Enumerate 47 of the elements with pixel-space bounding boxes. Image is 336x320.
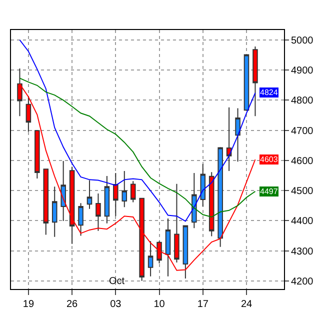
data-label: 4824 <box>260 88 278 97</box>
candlestick <box>252 46 258 117</box>
candlestick <box>60 160 66 222</box>
candlestick <box>113 172 118 217</box>
candlestick <box>226 106 232 172</box>
candlestick <box>130 180 136 203</box>
candlestick <box>43 168 49 236</box>
data-label: 4497 <box>260 187 278 196</box>
candlestick <box>156 240 162 264</box>
candlestick <box>26 96 32 132</box>
y-tick-label: 4900 <box>291 66 314 77</box>
annotation: Oct <box>109 276 125 287</box>
line-series <box>19 39 256 222</box>
x-tick-label: 26 <box>66 299 78 310</box>
x-tick-label: 17 <box>197 299 209 310</box>
candlestick <box>78 202 84 236</box>
x-tick-label: 24 <box>240 299 252 310</box>
candlestick <box>148 240 154 277</box>
y-tick-label: 5000 <box>291 35 314 46</box>
candlestick <box>174 183 180 263</box>
y-tick-label: 4500 <box>291 186 314 198</box>
y-tick-label: 4700 <box>291 126 314 137</box>
candlestick <box>104 176 110 224</box>
y-tick-label: 4200 <box>291 276 314 288</box>
candlestick <box>244 54 250 111</box>
y-tick-label: 4800 <box>291 96 314 107</box>
y-tick-label: 4600 <box>291 156 314 167</box>
y-tick-label: 4400 <box>291 216 314 228</box>
candlestick <box>122 170 128 208</box>
x-tick-label: 10 <box>154 299 166 310</box>
candlestick <box>200 164 206 207</box>
y-tick-label: 4300 <box>291 246 314 258</box>
candlestick <box>52 186 58 238</box>
candlestick <box>96 193 101 232</box>
candlestick <box>34 129 40 179</box>
candlestick <box>86 180 92 210</box>
x-tick-label: 03 <box>110 299 122 310</box>
candlestick <box>192 172 197 229</box>
candlestick <box>69 166 75 244</box>
candlestick <box>218 146 223 248</box>
candlestick <box>208 172 214 237</box>
candlestick <box>182 225 188 279</box>
data-label: 4603 <box>260 155 278 164</box>
candlestick <box>165 218 171 277</box>
line-series <box>19 78 256 218</box>
candlestick <box>235 108 240 162</box>
x-tick-label: 19 <box>22 299 34 310</box>
